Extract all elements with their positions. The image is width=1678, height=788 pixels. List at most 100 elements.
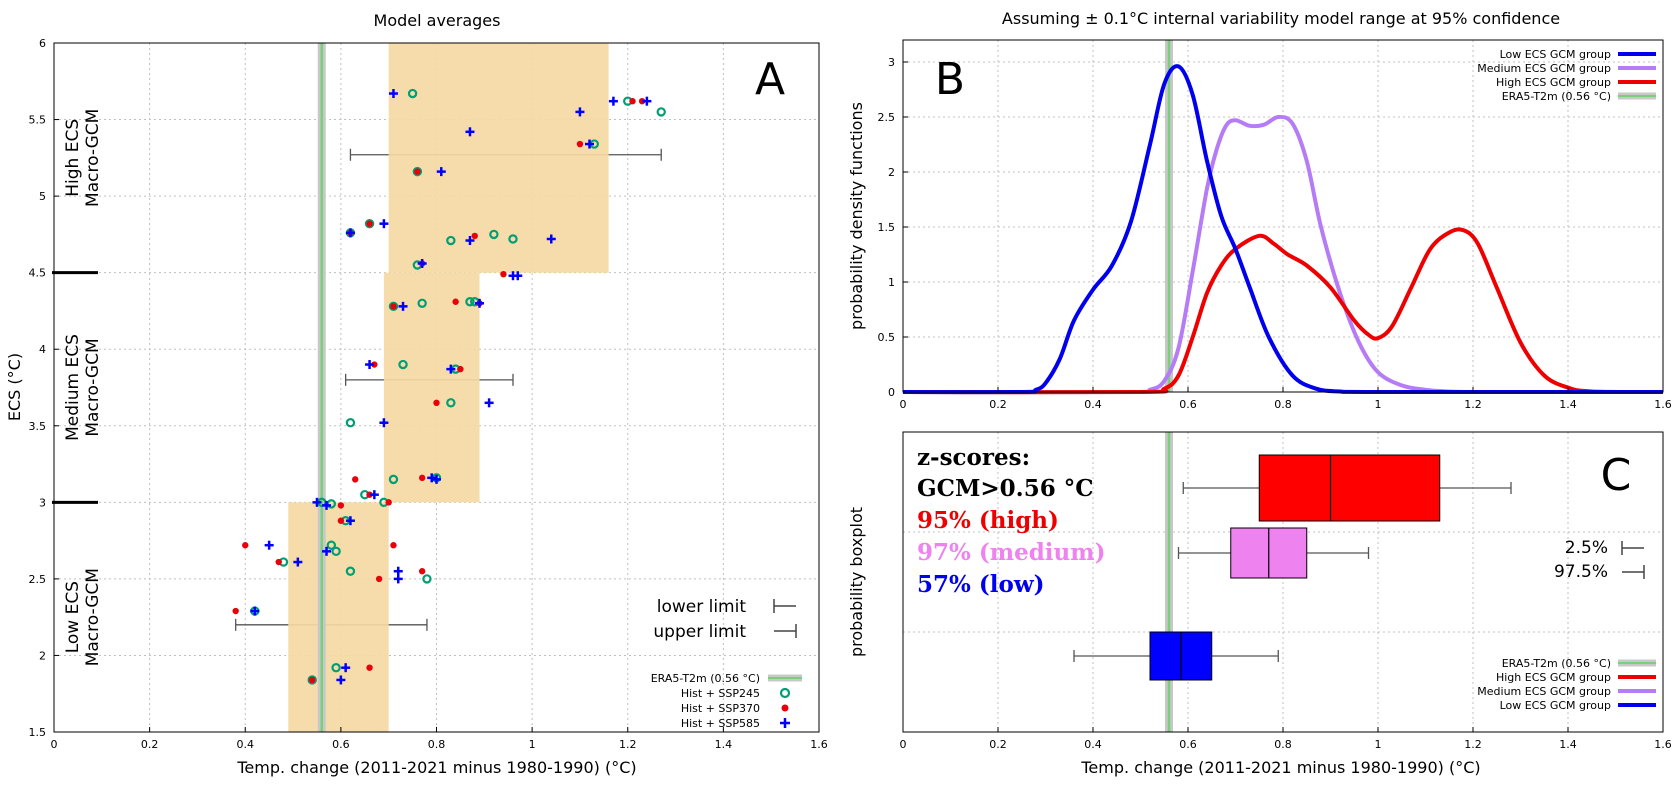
x-a-tick-label: 0 [51, 738, 58, 751]
point-ssp370 [242, 542, 249, 549]
pdf-curve-medium [902, 114, 1663, 395]
point-ssp245 [412, 166, 423, 177]
point-ssp370 [433, 399, 440, 407]
panel-c-letter: C [1601, 450, 1632, 501]
point-ssp585 [465, 127, 475, 137]
point-ssp370 [366, 664, 373, 671]
x-c-tick-label: 1.4 [1559, 738, 1577, 751]
legend-era5: ERA5-T2m (0.56 °C) [651, 672, 760, 685]
x-c-tick-label: 1.2 [1464, 738, 1482, 751]
point-ssp585 [388, 89, 398, 99]
group-label-line2: Macro-GCM [83, 338, 103, 436]
lower-limit-symbol [773, 599, 796, 613]
group-label-line2: Macro-GCM [83, 109, 103, 207]
y-a-tick-label: 6 [39, 37, 46, 50]
point-ssp585 [250, 606, 260, 616]
point-ssp245 [656, 107, 666, 117]
panel-b-y-ticks: 0 0.5 1 1.5 2 2.5 3 [878, 56, 908, 399]
legend-c-low: Low ECS GCM group [1500, 699, 1611, 712]
y-b-tick-label: 0.5 [878, 331, 896, 344]
y-b-tick-label: 0 [888, 386, 895, 399]
pct-legend-2-5-symbol [1621, 541, 1644, 555]
group-label-line1: Medium ECS [63, 334, 83, 441]
point-ssp370 [366, 220, 373, 227]
y-b-tick-label: 1.5 [878, 221, 896, 234]
panel-c-x-label: Temp. change (2011-2021 minus 1980-1990)… [1080, 758, 1480, 777]
y-a-tick-label: 4 [39, 343, 46, 356]
lower-limit-label: lower limit [657, 597, 747, 617]
y-a-tick-label: 3.5 [29, 420, 47, 433]
y-b-tick-label: 2 [888, 166, 895, 179]
panel-a-title: Model averages [374, 11, 501, 30]
legend-c-era5: ERA5-T2m (0.56 °C) [1502, 657, 1611, 670]
legend-b-era5: ERA5-T2m (0.56 °C) [1502, 90, 1611, 103]
x-c-tick-label: 0.4 [1084, 738, 1102, 751]
legend-ssp585: Hist + SSP585 [681, 717, 760, 730]
x-b-tick-label: 1 [1375, 398, 1382, 411]
point-ssp245 [508, 234, 518, 244]
legend-ssp245-marker [779, 687, 791, 699]
point-ssp585 [475, 298, 485, 308]
point-ssp370 [629, 97, 636, 105]
legend-ssp370-marker [781, 704, 789, 712]
y-b-tick-label: 3 [888, 56, 895, 69]
point-ssp585 [393, 574, 403, 584]
legend-b-high: High ECS GCM group [1496, 76, 1611, 89]
point-ssp585 [369, 490, 379, 500]
panel-a-x-label: Temp. change (2011-2021 minus 1980-1990)… [236, 758, 636, 777]
point-ssp585 [365, 360, 375, 370]
point-ssp585 [322, 546, 332, 556]
point-ssp370 [390, 542, 397, 549]
y-a-tick-label: 2 [39, 649, 46, 662]
point-ssp370 [366, 491, 373, 498]
point-ssp585 [336, 675, 346, 685]
panel-a: Model averages 0 0.2 0.4 0.6 0.8 1 1.2 1.4 1.6 1… [5, 11, 828, 777]
legend-ssp245: Hist + SSP245 [681, 687, 760, 700]
x-c-tick-label: 1.6 [1654, 738, 1672, 751]
point-ssp370 [418, 474, 426, 482]
range-low-box [288, 502, 389, 732]
point-ssp585 [608, 96, 618, 106]
x-b-tick-label: 0 [900, 398, 907, 411]
legend-ssp370: Hist + SSP370 [681, 702, 760, 715]
point-ssp370 [500, 270, 507, 278]
point-ssp245 [465, 297, 475, 307]
point-ssp585 [446, 364, 456, 374]
x-a-tick-label: 1.2 [619, 738, 637, 751]
point-ssp585 [312, 497, 322, 507]
x-b-tick-label: 1.2 [1464, 398, 1482, 411]
pct-legend-97-5: 97.5% [1554, 562, 1608, 582]
point-ssp245 [345, 566, 356, 576]
point-ssp585 [264, 540, 274, 550]
point-ssp585 [575, 107, 585, 117]
point-ssp245 [388, 474, 399, 485]
point-ssp245 [331, 546, 341, 557]
point-ssp245 [331, 662, 341, 673]
range-high-box [388, 43, 609, 273]
point-ssp370 [385, 499, 392, 506]
point-ssp370 [371, 361, 378, 368]
panel-a-ranges [235, 43, 662, 732]
point-ssp245 [407, 88, 418, 99]
point-ssp585 [427, 473, 437, 483]
point-ssp585 [345, 516, 355, 526]
x-c-tick-label: 1 [1375, 738, 1382, 751]
point-ssp585 [436, 167, 446, 177]
point-ssp370 [390, 303, 397, 310]
legend-c-high: High ECS GCM group [1496, 671, 1611, 684]
legend-c-medium: Medium ECS GCM group [1477, 685, 1611, 698]
point-ssp245 [307, 675, 317, 685]
panel-b-title: Assuming ± 0.1°C internal variability mo… [1002, 9, 1560, 28]
point-ssp585 [484, 398, 494, 408]
zscores-text: z-scores: GCM>0.56 °C 95% (high) 97% (me… [917, 444, 1105, 598]
panel-a-group-dividers [52, 271, 98, 504]
point-ssp585 [585, 139, 594, 149]
panel-b-y-label: probability density functions [847, 102, 866, 330]
point-ssp585 [508, 271, 518, 281]
point-ssp245 [422, 574, 432, 584]
x-a-tick-label: 0.8 [428, 738, 446, 751]
panel-c-boxes [1073, 454, 1512, 681]
point-ssp370 [576, 140, 584, 148]
panel-a-y-ticks: 1.5 2 2.5 3 3.5 4 4.5 5 5.5 6 [29, 37, 59, 739]
x-b-tick-label: 0.6 [1179, 398, 1197, 411]
